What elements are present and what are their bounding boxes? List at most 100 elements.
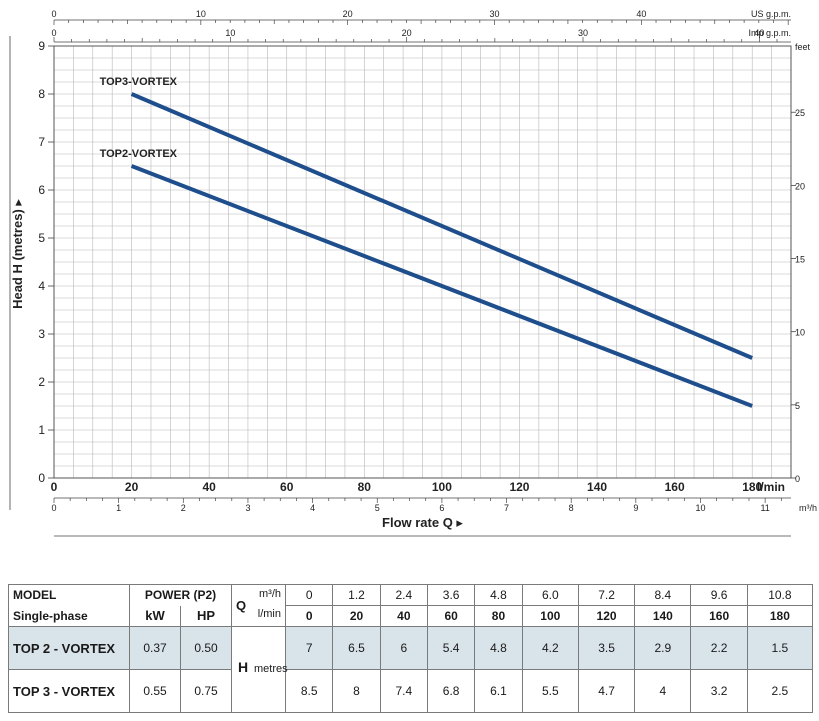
y-tick-label: 3	[38, 327, 45, 341]
plot-frame	[53, 45, 792, 479]
model-name-top3: TOP 3 - VORTEX	[8, 669, 130, 713]
kw-value: 0.37	[129, 626, 181, 670]
q-m3h-cell: 3.6	[426, 584, 476, 606]
y-tick-label: 4	[38, 279, 45, 293]
head-value: 2.9	[634, 626, 692, 670]
q-lmin-cell: 100	[521, 605, 579, 627]
impgpm-tick-label: 40	[754, 28, 764, 38]
q-lmin-cell: 160	[690, 605, 748, 627]
q-lmin-cell: 0	[284, 605, 334, 627]
q-lmin-cell: 80	[474, 605, 523, 627]
head-value: 6.1	[474, 669, 523, 713]
feet-tick-label: 20	[795, 181, 805, 191]
x-tick-label-lmin: 100	[432, 480, 452, 494]
impgpm-unit-label: Imp g.p.m.	[748, 28, 791, 38]
x-axis-title: Flow rate Q ▸	[382, 515, 463, 530]
minor-grid	[53, 45, 792, 479]
head-value: 4.8	[474, 626, 523, 670]
head-value: 3.2	[690, 669, 748, 713]
kw-header: kW	[129, 605, 181, 627]
q-lmin-cell: 20	[332, 605, 381, 627]
m3h-tick-label: 9	[633, 503, 638, 513]
head-value: 6.8	[426, 669, 476, 713]
q-lmin-cell: 180	[746, 605, 814, 627]
impgpm-tick-label: 10	[225, 28, 235, 38]
y-tick-label: 9	[38, 39, 45, 53]
y-tick-label: 8	[38, 87, 45, 101]
head-value: 5.5	[521, 669, 579, 713]
y-tick-label: 2	[38, 375, 45, 389]
h-letter: H	[238, 659, 249, 675]
y-tick-label: 1	[38, 423, 45, 437]
head-value: 8.5	[284, 669, 334, 713]
series-label: TOP2-VORTEX	[100, 148, 178, 160]
m3h-tick-label: 0	[51, 503, 56, 513]
q-unit-lmin: l/min	[257, 608, 281, 620]
y-tick-label: 6	[38, 183, 45, 197]
hp-value: 0.50	[180, 626, 232, 670]
q-m3h-cell: 1.2	[332, 584, 381, 606]
m3h-tick-label: 3	[245, 503, 250, 513]
x-tick-label-lmin: 140	[587, 480, 607, 494]
q-lmin-cell: 60	[426, 605, 476, 627]
impgpm-tick-label: 0	[51, 28, 56, 38]
q-letter: Q	[236, 598, 247, 613]
q-m3h-cell: 6.0	[521, 584, 579, 606]
y-axis-title: Head H (metres) ▸	[10, 199, 25, 309]
m3h-tick-label: 7	[504, 503, 509, 513]
usgpm-unit-label: US g.p.m.	[751, 9, 791, 19]
phase-header: Single-phase	[8, 605, 130, 627]
feet-unit-label: feet	[795, 42, 811, 52]
q-lmin-cell: 140	[634, 605, 692, 627]
head-value: 5.4	[426, 626, 476, 670]
hp-header: HP	[180, 605, 232, 627]
x-tick-label-lmin: 60	[280, 480, 294, 494]
m3h-tick-label: 6	[439, 503, 444, 513]
series-label: TOP3-VORTEX	[100, 76, 178, 88]
y-tick-label: 0	[38, 471, 45, 485]
axis-lines	[9, 19, 796, 537]
usgpm-tick-label: 0	[51, 9, 56, 19]
y-tick-label: 7	[38, 135, 45, 149]
series-line-1	[130, 164, 753, 408]
impgpm-tick-label: 30	[578, 28, 588, 38]
q-header: Q m³/h l/min	[231, 584, 286, 627]
x-tick-label-lmin: 0	[51, 480, 58, 494]
kw-value: 0.55	[129, 669, 181, 713]
head-value: 2.2	[690, 626, 748, 670]
hp-value: 0.75	[180, 669, 232, 713]
x-tick-label-lmin: 20	[125, 480, 139, 494]
q-m3h-cell: 0	[284, 584, 334, 606]
q-m3h-cell: 2.4	[379, 584, 428, 606]
x-tick-label-lmin: 80	[358, 480, 372, 494]
x-unit-lmin: l/min	[757, 480, 785, 494]
x-tick-label-lmin: 120	[509, 480, 529, 494]
m3h-tick-label: 2	[181, 503, 186, 513]
q-m3h-cell: 7.2	[577, 584, 636, 606]
axis-labels: Head H (metres) ▸ Flow rate Q ▸	[10, 199, 463, 530]
usgpm-tick-label: 40	[636, 9, 646, 19]
head-value: 7	[284, 626, 334, 670]
feet-tick-label: 25	[795, 108, 805, 118]
performance-table: MODEL POWER (P2) Q m³/h l/min 0 1.2 2.4 …	[8, 584, 814, 713]
q-m3h-cell: 10.8	[746, 584, 814, 606]
q-lmin-cell: 40	[379, 605, 428, 627]
x-tick-label-lmin: 40	[202, 480, 216, 494]
feet-tick-label: 15	[795, 255, 805, 265]
model-header: MODEL	[8, 584, 130, 606]
q-m3h-cell: 4.8	[474, 584, 523, 606]
model-name-top2: TOP 2 - VORTEX	[8, 626, 130, 670]
head-value: 3.5	[577, 626, 636, 670]
m3h-tick-label: 1	[116, 503, 121, 513]
q-m3h-cell: 8.4	[634, 584, 692, 606]
m3h-tick-label: 10	[695, 503, 705, 513]
q-m3h-cell: 9.6	[690, 584, 748, 606]
head-value: 6.5	[332, 626, 381, 670]
head-value: 4.7	[577, 669, 636, 713]
x-tick-label-lmin: 180	[742, 480, 762, 494]
series-lines: TOP3-VORTEX TOP2-VORTEX	[100, 76, 753, 408]
x-tick-label-lmin: 160	[665, 480, 685, 494]
feet-tick-label: 5	[795, 401, 800, 411]
usgpm-tick-label: 30	[489, 9, 499, 19]
